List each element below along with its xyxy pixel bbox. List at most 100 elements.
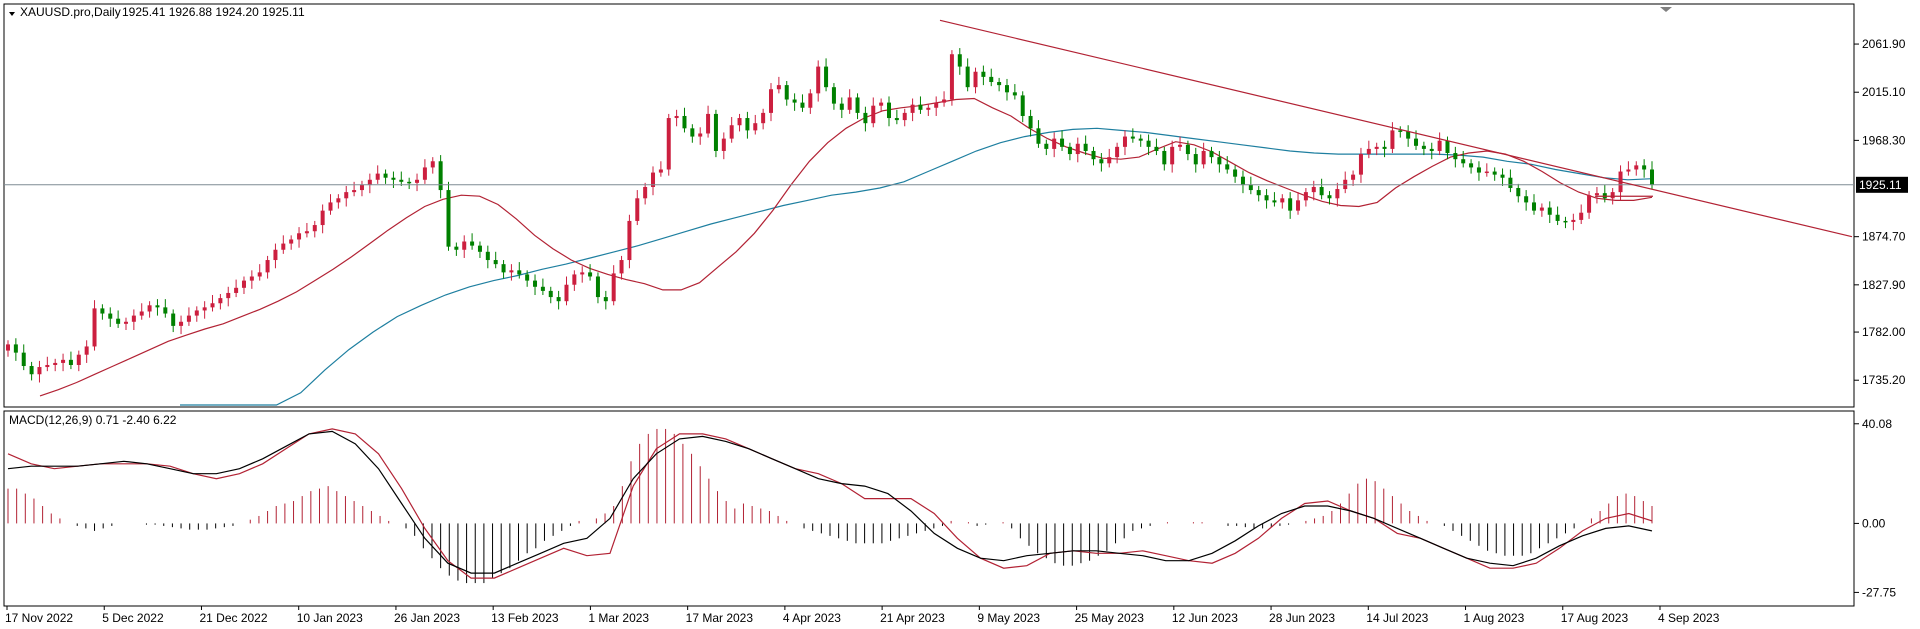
candle-body [949,54,954,100]
candle-body [147,305,152,312]
ohlc-values: 1925.41 1926.88 1924.20 1925.11 [122,5,305,19]
candle-body [430,161,435,168]
candle-body [257,272,262,277]
moving-average-fast [39,97,1653,397]
candle-body [1351,174,1356,180]
candle-body [359,184,364,191]
time-tick-label: 5 Dec 2022 [102,611,164,625]
time-tick-label: 21 Apr 2023 [880,611,945,625]
price-axis: 2061.90 2015.10 1968.30 1874.70 1827.90 1782.… [1854,37,1906,387]
candle-body [1358,154,1363,175]
candle-body [627,220,632,261]
candle-body [1476,167,1481,173]
candle-body [1217,157,1222,165]
candle-body [485,251,490,261]
candle-body [1028,115,1033,129]
current-price-label [1856,176,1908,193]
candle-body [1240,176,1245,185]
candle-body [1319,186,1324,196]
candle-body [548,290,553,298]
candle-body [194,310,199,316]
macd-signal-line [7,430,1653,574]
chart-menu-triangle-icon[interactable] [9,12,15,16]
candle-body [210,303,215,308]
shift-marker-icon[interactable] [1660,7,1672,12]
candle-body [1099,159,1104,164]
candle-body [446,190,451,247]
time-tick-label: 25 May 2023 [1075,611,1145,625]
candle-body [273,249,278,261]
candle-body [713,113,718,151]
candle-body [1280,198,1285,203]
candle-body [1539,207,1544,211]
candle-body [1115,146,1120,158]
time-tick-label: 12 Jun 2023 [1172,611,1238,625]
candle-body [1225,164,1230,170]
candle-body [792,99,797,103]
candle-body [1083,143,1088,151]
slow-ma-line [180,127,1653,406]
price-pane[interactable] [3,3,1855,408]
candle-body [1484,171,1489,174]
time-tick-label: 21 Dec 2022 [199,611,267,625]
candle-body [1532,202,1537,211]
candle-body [886,102,891,119]
candle-body [13,344,18,353]
candle-body [761,112,766,124]
candle-body [1122,136,1127,147]
candle-body [454,246,459,250]
candle-body [682,115,687,129]
time-tick-label: 1 Aug 2023 [1464,611,1525,625]
macd-indicator-label: MACD(12,26,9) 0.71 -2.40 6.22 [9,413,177,427]
candle-body [800,102,805,108]
candle-body [1461,159,1466,164]
candle-body [1303,192,1308,201]
candle-body [721,138,726,151]
macd-tick-label: -27.75 [1862,585,1896,599]
candle-body [926,107,931,110]
candle-body [29,366,34,375]
candle-body [123,321,128,324]
candle-body [1414,138,1419,146]
candle-body [816,66,821,94]
candle-body [769,89,774,113]
fast-ma-line [39,97,1653,397]
candle-body [281,243,286,250]
candle-body [957,54,962,67]
candle-body [1272,200,1277,203]
candle-body [808,93,813,108]
candle-body [619,260,624,274]
time-tick-label: 14 Jul 2023 [1366,611,1428,625]
candle-body [21,352,26,367]
candle-body [415,179,420,183]
candle-body [202,307,207,311]
candle-body [470,241,475,246]
candle-body [84,346,89,355]
time-tick-label: 28 Jun 2023 [1269,611,1335,625]
candle-body [241,280,246,288]
candle-body [776,85,781,90]
time-tick-label: 4 Apr 2023 [783,611,841,625]
candle-body [131,315,136,322]
candle-body [1437,140,1442,151]
moving-average-slow [180,127,1653,406]
candle-body [942,99,947,103]
candle-body [1508,177,1513,189]
candle-body [1012,92,1017,96]
candle-body [1201,150,1206,165]
candle-body [871,105,876,124]
candle-body [1594,193,1599,196]
candle-body [894,118,899,121]
macd-pane[interactable] [3,410,1855,607]
candle-body [1634,165,1639,170]
trendline[interactable] [939,19,1853,238]
candle-body [595,276,600,298]
candle-body [249,276,254,281]
time-tick-label: 13 Feb 2023 [491,611,559,625]
candle-body [1193,154,1198,165]
candle-body [588,272,593,277]
candle-body [651,172,656,187]
candle-body [729,125,734,139]
candle-body [1138,138,1143,141]
